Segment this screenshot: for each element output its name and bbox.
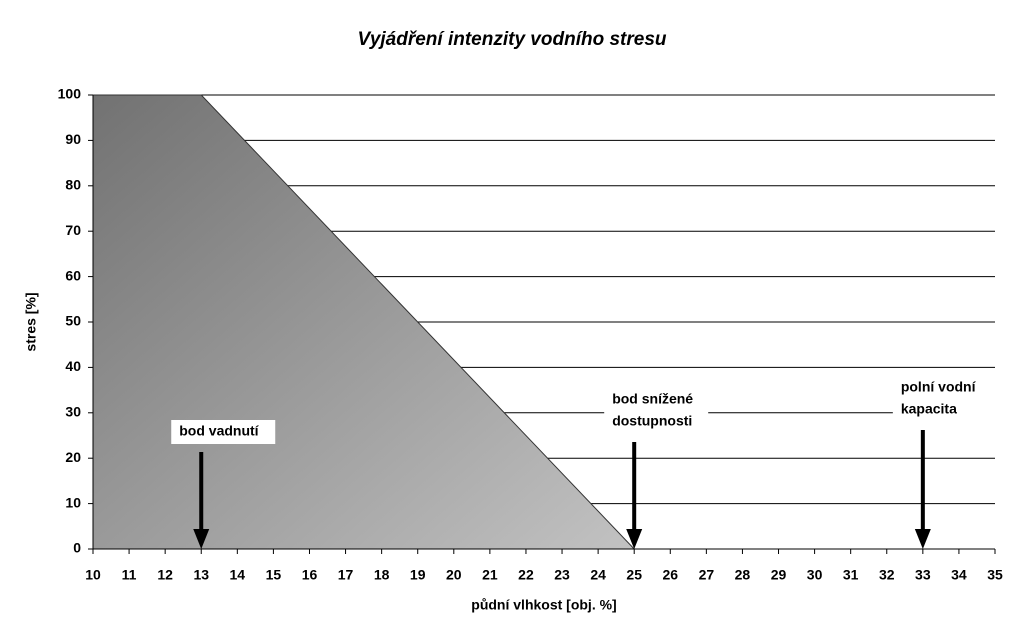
x-tick-label: 30 [807, 567, 823, 583]
x-tick-label: 31 [843, 567, 859, 583]
chart-title: Vyjádření intenzity vodního stresu [358, 29, 667, 50]
annotation-arrowhead [626, 529, 643, 549]
annotation-text: polní vodní [901, 379, 977, 395]
annotation-background [604, 388, 709, 434]
x-tick-label: 29 [771, 567, 787, 583]
y-tick-label: 20 [65, 449, 81, 465]
x-tick-label: 35 [987, 567, 1003, 583]
x-tick-label: 34 [951, 567, 967, 583]
y-tick-label: 30 [65, 404, 81, 420]
x-tick-label: 16 [302, 567, 318, 583]
x-tick-label: 33 [915, 567, 931, 583]
x-tick-label: 21 [482, 567, 498, 583]
x-tick-label: 26 [662, 567, 678, 583]
y-tick-label: 90 [65, 131, 81, 147]
annotation-text: bod snížené [612, 391, 693, 407]
x-tick-label: 20 [446, 567, 462, 583]
x-tick-label: 28 [735, 567, 751, 583]
x-tick-label: 17 [338, 567, 354, 583]
annotation-text: dostupnosti [612, 413, 692, 429]
x-tick-label: 12 [157, 567, 173, 583]
x-tick-label: 32 [879, 567, 895, 583]
x-tick-label: 25 [626, 567, 642, 583]
x-tick-label: 10 [85, 567, 101, 583]
x-tick-label: 18 [374, 567, 390, 583]
x-tick-label: 11 [122, 567, 137, 583]
x-tick-label: 24 [590, 567, 606, 583]
annotation-background [892, 376, 997, 422]
annotation-arrowhead [914, 529, 931, 549]
x-tick-label: 23 [554, 567, 570, 583]
annotation-arrowhead [193, 529, 210, 549]
y-tick-label: 60 [65, 267, 81, 283]
y-tick-label: 50 [65, 313, 81, 329]
y-tick-label: 0 [73, 540, 81, 556]
annotation-background [171, 420, 276, 444]
area-edge [93, 94, 635, 550]
x-axis-label: půdní vlhkost [obj. %] [471, 597, 616, 613]
x-tick-label: 27 [699, 567, 715, 583]
x-tick-label: 14 [230, 567, 246, 583]
y-axis-label: stres [%] [23, 292, 39, 351]
x-tick-label: 15 [266, 567, 282, 583]
y-tick-label: 80 [65, 177, 81, 193]
x-tick-label: 13 [193, 567, 209, 583]
y-tick-label: 10 [65, 494, 81, 510]
annotation-text: kapacita [901, 401, 957, 417]
x-tick-label: 19 [410, 567, 426, 583]
x-tick-label: 22 [518, 567, 534, 583]
y-tick-label: 100 [58, 86, 82, 102]
y-tick-label: 70 [65, 222, 81, 238]
y-tick-label: 40 [65, 358, 81, 374]
annotation-text: bod vadnutí [179, 423, 259, 439]
